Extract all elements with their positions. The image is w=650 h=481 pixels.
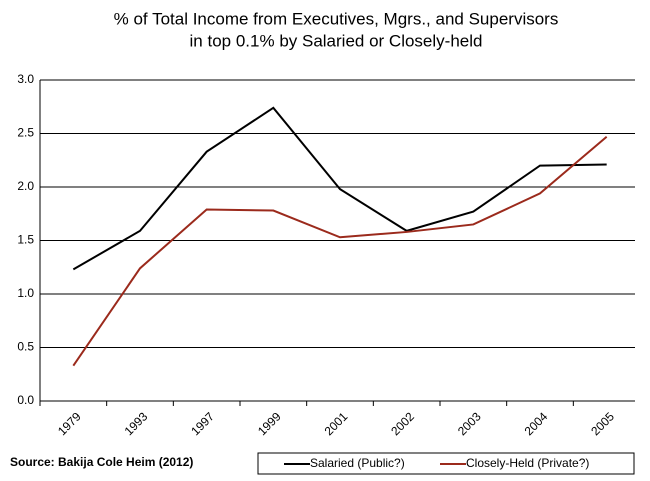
y-tick-label: 2.5 bbox=[17, 126, 34, 140]
legend-label: Closely-Held (Private?) bbox=[466, 456, 589, 470]
series-line bbox=[72, 106, 607, 271]
x-tick-label: 2002 bbox=[388, 409, 417, 438]
y-tick-label: 1.0 bbox=[17, 286, 34, 300]
y-tick-label: 2.0 bbox=[17, 179, 34, 193]
x-tick-label: 1979 bbox=[55, 409, 84, 438]
chart-title: in top 0.1% by Salaried or Closely-held bbox=[190, 31, 483, 50]
source-note: Source: Bakija Cole Heim (2012) bbox=[10, 455, 193, 469]
x-tick-label: 1997 bbox=[188, 409, 217, 438]
chart-title: % of Total Income from Executives, Mgrs.… bbox=[114, 9, 559, 28]
x-tick-label: 2003 bbox=[455, 409, 484, 438]
x-tick-label: 2001 bbox=[322, 409, 351, 438]
y-tick-label: 0.5 bbox=[17, 340, 34, 354]
x-tick-label: 2005 bbox=[588, 409, 617, 438]
x-tick-label: 2004 bbox=[522, 409, 551, 438]
y-tick-label: 1.5 bbox=[17, 233, 34, 247]
series-line bbox=[72, 135, 608, 367]
x-tick-label: 1999 bbox=[255, 409, 284, 438]
y-tick-label: 3.0 bbox=[17, 72, 34, 86]
x-tick-label: 1993 bbox=[122, 409, 151, 438]
legend-label: Salaried (Public?) bbox=[310, 456, 405, 470]
y-tick-label: 0.0 bbox=[17, 393, 34, 407]
